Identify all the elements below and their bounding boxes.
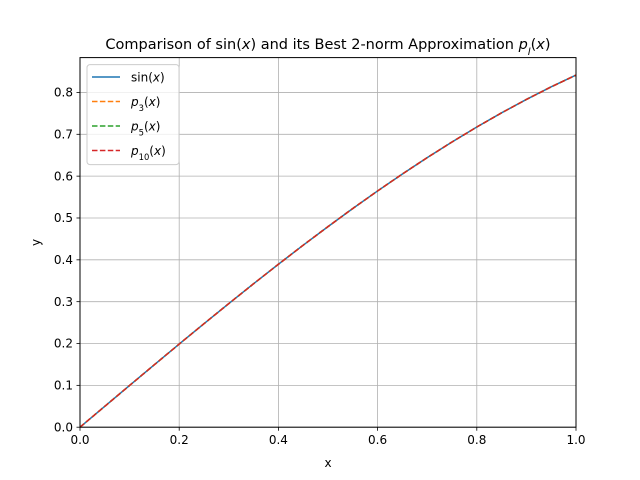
x-axis: 0.0 0.2 0.4 0.6 0.8 1.0 xyxy=(70,427,586,447)
legend-label-1: p3(x) xyxy=(130,95,160,113)
y-axis-label: y xyxy=(29,239,43,246)
x-axis-label: x xyxy=(324,456,331,470)
legend-label-2: p5(x) xyxy=(130,120,160,138)
y-tick-label-2: 0.2 xyxy=(54,337,73,351)
x-tick-label-2: 0.4 xyxy=(269,433,288,447)
y-tick-label-1: 0.1 xyxy=(54,379,73,393)
y-tick-label-5: 0.5 xyxy=(54,211,73,225)
y-tick-label-0: 0.0 xyxy=(54,420,73,434)
y-tick-label-8: 0.8 xyxy=(54,86,73,100)
plot-frame xyxy=(79,57,577,428)
series-line-3 xyxy=(79,74,577,428)
legend: sin(x) p3(x) p5(x) p10(x) xyxy=(86,64,180,166)
y-tick-label-7: 0.7 xyxy=(54,127,73,141)
legend-label-0: sin(x) xyxy=(131,71,165,85)
x-tick-label-5: 1.0 xyxy=(566,433,585,447)
x-tick-label-4: 0.8 xyxy=(467,433,486,447)
legend-box xyxy=(86,64,180,166)
y-tick-label-3: 0.3 xyxy=(54,295,73,309)
chart-title: Comparison of sin(x) and its Best 2-norm… xyxy=(105,37,550,58)
x-tick-label-0: 0.0 xyxy=(70,433,89,447)
y-axis: 0.0 0.1 0.2 0.3 0.4 0.5 0.6 0.7 0.8 xyxy=(54,86,80,434)
legend-label-3: p10(x) xyxy=(130,144,166,162)
x-tick-label-1: 0.2 xyxy=(170,433,189,447)
series-group xyxy=(79,74,577,428)
y-tick-label-4: 0.4 xyxy=(54,253,73,267)
y-tick-label-6: 0.6 xyxy=(54,169,73,183)
x-tick-label-3: 0.6 xyxy=(368,433,387,447)
